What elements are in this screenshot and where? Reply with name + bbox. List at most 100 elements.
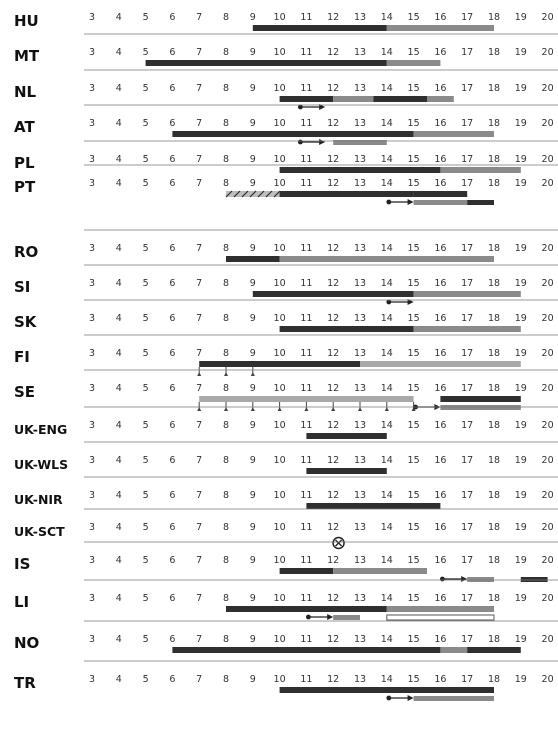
hour-tick-label: 10: [274, 634, 286, 645]
hour-tick-label: 19: [515, 12, 527, 23]
hour-tick-label: 10: [274, 12, 286, 23]
hour-tick-label: 4: [116, 154, 122, 165]
hour-tick-label: 12: [327, 555, 339, 566]
hour-tick-label: 17: [461, 348, 473, 359]
hour-tick-label: 7: [196, 243, 202, 254]
hour-tick-label: 12: [327, 47, 339, 58]
hour-tick-label: 6: [169, 243, 175, 254]
country-label: PL: [14, 154, 35, 172]
country-label: PT: [14, 178, 36, 196]
hour-tick-label: 5: [143, 178, 149, 189]
hour-tick-label: 12: [327, 313, 339, 324]
row-ro: RO 3 4 5 6 7 8 9 10 11 12 13 14 15 16 17 18 19 20: [14, 243, 558, 266]
country-label: UK-WLS: [14, 457, 68, 472]
hour-tick-label: 19: [515, 348, 527, 359]
hour-tick-label: 9: [250, 278, 256, 289]
hour-tick-label: 17: [461, 490, 473, 501]
arrow-head: [407, 299, 414, 305]
hour-tick-label: 16: [434, 47, 446, 58]
hour-tick-label: 6: [169, 383, 175, 394]
hour-tick-label: 20: [542, 118, 554, 129]
hour-tick-label: 8: [223, 12, 229, 23]
hour-tick-label: 13: [354, 47, 366, 58]
hour-tick-label: 10: [274, 555, 286, 566]
hour-tick-label: 8: [223, 178, 229, 189]
hour-tick-label: 13: [354, 490, 366, 501]
hour-tick-label: 3: [89, 490, 95, 501]
hour-tick-label: 12: [327, 154, 339, 165]
hour-tick-label: 7: [196, 634, 202, 645]
hour-tick-label: 17: [461, 674, 473, 685]
hour-tick-label: 12: [327, 420, 339, 431]
hour-tick-label: 19: [515, 154, 527, 165]
time-bar: [333, 96, 374, 102]
marker-tick-head: [197, 372, 202, 376]
hour-tick-label: 16: [434, 555, 446, 566]
hour-tick-label: 4: [116, 83, 122, 94]
hour-tick-label: 10: [274, 593, 286, 604]
hour-tick-label: 19: [515, 522, 527, 533]
hour-tick-label: 20: [542, 555, 554, 566]
hour-tick-label: 12: [327, 455, 339, 466]
hour-tick-label: 7: [196, 118, 202, 129]
country-label: MT: [14, 47, 40, 65]
hour-tick-label: 4: [116, 313, 122, 324]
hour-tick-label: 20: [542, 47, 554, 58]
hour-tick-label: 19: [515, 83, 527, 94]
lower-time-bar: [467, 577, 494, 582]
hour-tick-label: 9: [250, 522, 256, 533]
hour-tick-label: 6: [169, 420, 175, 431]
hour-tick-label: 20: [542, 83, 554, 94]
hour-tick-label: 15: [408, 278, 420, 289]
time-bar: [279, 96, 334, 102]
hour-tick-label: 16: [434, 313, 446, 324]
hour-tick-label: 8: [223, 348, 229, 359]
row-sk: SK 3 4 5 6 7 8 9 10 11 12 13 14 15 16 17 18 19 20: [14, 313, 558, 336]
hour-tick-label: 15: [408, 12, 420, 23]
hour-tick-label: 5: [143, 47, 149, 58]
hour-tick-label: 17: [461, 522, 473, 533]
hatch-stroke: [273, 190, 281, 198]
arrow-head: [327, 614, 334, 620]
hour-tick-label: 20: [542, 383, 554, 394]
hour-tick-label: 11: [300, 634, 312, 645]
hour-tick-label: 14: [381, 522, 393, 533]
time-bar: [386, 606, 494, 612]
hour-tick-label: 16: [434, 83, 446, 94]
row-pl: PL 3 4 5 6 7 8 9 10 11 12 13 14 15 16 17 18 19 20: [14, 154, 558, 173]
hour-tick-label: 8: [223, 383, 229, 394]
hour-tick-label: 12: [327, 490, 339, 501]
hour-tick-label: 11: [300, 490, 312, 501]
time-bar: [279, 167, 441, 173]
hour-tick-label: 5: [143, 118, 149, 129]
hour-tick-label: 6: [169, 313, 175, 324]
hour-tick-label: 7: [196, 12, 202, 23]
hour-tick-label: 12: [327, 634, 339, 645]
hour-tick-label: 18: [488, 178, 500, 189]
hour-tick-label: 18: [488, 154, 500, 165]
hour-tick-label: 6: [169, 178, 175, 189]
time-bar: [252, 25, 387, 31]
hour-tick-label: 11: [300, 243, 312, 254]
hour-tick-label: 18: [488, 555, 500, 566]
hour-tick-label: 17: [461, 455, 473, 466]
hour-tick-label: 11: [300, 420, 312, 431]
country-label: NO: [14, 634, 39, 652]
country-label: UK-SCT: [14, 524, 65, 539]
hour-tick-label: 12: [327, 674, 339, 685]
open-time-bar: [386, 614, 495, 621]
hour-tick-label: 13: [354, 12, 366, 23]
hour-tick-label: 20: [542, 490, 554, 501]
hour-tick-label: 14: [381, 634, 393, 645]
hour-tick-label: 11: [300, 154, 312, 165]
hour-tick-label: 3: [89, 634, 95, 645]
hour-tick-label: 10: [274, 154, 286, 165]
hour-tick-label: 20: [542, 348, 554, 359]
hour-tick-label: 6: [169, 118, 175, 129]
hour-tick-label: 7: [196, 278, 202, 289]
hour-tick-label: 13: [354, 555, 366, 566]
hour-tick-label: 18: [488, 278, 500, 289]
hour-tick-label: 16: [434, 455, 446, 466]
hour-tick-label: 4: [116, 243, 122, 254]
marker-tick-head: [358, 407, 362, 411]
